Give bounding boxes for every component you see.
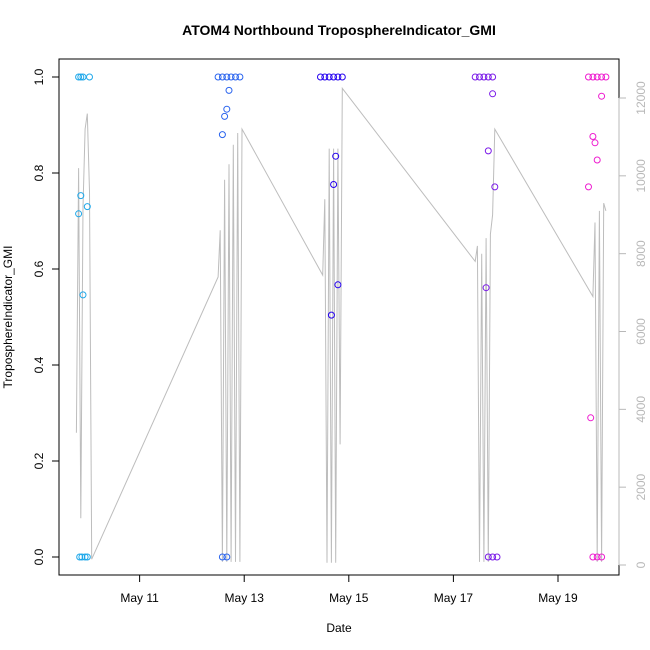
y2-tick-label: 8000 — [634, 240, 648, 267]
data-point-flight-5 — [593, 156, 601, 164]
altitude-line — [75, 86, 607, 563]
y-tick-label: 0.8 — [32, 164, 46, 181]
data-point-flight-2 — [223, 105, 231, 113]
data-point-flight-5 — [585, 183, 592, 191]
data-point-flight-1 — [81, 553, 89, 561]
y2-tick-label: 2000 — [634, 473, 648, 500]
data-point-flight-2 — [218, 131, 226, 139]
y2-tick-label: 6000 — [634, 318, 648, 345]
data-point-flight-3 — [332, 152, 340, 160]
data-point-flight-5 — [598, 92, 606, 100]
points-layer — [75, 73, 610, 561]
data-point-flight-5 — [598, 73, 606, 81]
y-tick-label: 1.0 — [32, 68, 46, 85]
x-tick-label: May 15 — [329, 591, 369, 605]
data-point-flight-1 — [83, 553, 91, 561]
data-point-flight-1 — [77, 73, 85, 81]
data-point-flight-4 — [480, 73, 488, 81]
data-point-flight-5 — [589, 133, 597, 140]
y2-tick-label: 12000 — [634, 81, 648, 115]
data-point-flight-4 — [471, 73, 479, 81]
y-axis-left: 0.0 0.2 0.4 0.6 0.8 1.0 — [32, 68, 59, 565]
y-tick-label: 0.4 — [32, 356, 46, 373]
data-point-flight-1 — [83, 203, 91, 211]
data-point-flight-5 — [587, 414, 595, 422]
data-point-flight-2 — [218, 73, 226, 81]
y-axis-label: TroposphereIndicator_GMI — [1, 246, 15, 389]
y2-tick-label: 0 — [634, 561, 648, 568]
data-point-flight-1 — [78, 553, 86, 561]
data-point-flight-3 — [325, 73, 333, 81]
data-point-flight-5 — [591, 139, 599, 147]
x-axis-bottom: May 11 May 13 May 15 May 17 May 19 — [120, 575, 578, 605]
x-tick-label: May 19 — [538, 591, 578, 605]
altitude-line-layer — [75, 86, 607, 563]
data-point-flight-3 — [321, 73, 329, 81]
data-point-flight-3 — [338, 73, 346, 81]
y-tick-label: 0.6 — [32, 260, 46, 277]
data-point-flight-2 — [236, 73, 244, 81]
data-point-flight-2 — [227, 73, 235, 81]
data-point-flight-3 — [317, 73, 324, 81]
x-tick-label: May 11 — [120, 591, 159, 605]
data-point-flight-2 — [225, 86, 233, 94]
x-tick-label: May 17 — [434, 591, 474, 605]
data-point-flight-3 — [327, 311, 335, 319]
data-point-flight-5 — [589, 553, 597, 561]
data-point-flight-2 — [223, 73, 231, 81]
data-point-flight-3 — [334, 281, 342, 289]
data-point-flight-2 — [221, 112, 229, 120]
y2-tick-label: 10000 — [634, 159, 648, 193]
data-point-flight-4 — [476, 73, 483, 81]
y-axis-right-altitude: 0 2000 4000 6000 8000 10000 12000 — [618, 81, 648, 568]
data-point-flight-3 — [334, 73, 342, 81]
data-point-flight-4 — [491, 183, 499, 191]
data-point-flight-4 — [489, 90, 497, 98]
y-tick-label: 0.0 — [32, 548, 46, 565]
data-point-flight-5 — [593, 73, 601, 81]
data-point-flight-1 — [75, 73, 83, 81]
y2-tick-label: 4000 — [634, 396, 648, 423]
data-point-flight-1 — [76, 553, 84, 561]
data-point-flight-1 — [75, 210, 83, 218]
data-point-flight-5 — [593, 553, 601, 561]
data-point-flight-5 — [585, 73, 592, 81]
data-point-flight-4 — [484, 553, 492, 561]
x-axis-label: Date — [326, 621, 352, 635]
chart-title: ATOM4 Northbound TroposphereIndicator_GM… — [182, 22, 496, 38]
data-point-flight-2 — [223, 553, 231, 561]
data-point-flight-1 — [79, 291, 87, 299]
data-point-flight-3 — [330, 181, 338, 188]
data-point-flight-1 — [86, 73, 93, 81]
data-point-flight-4 — [489, 73, 497, 81]
data-point-flight-4 — [484, 73, 492, 81]
data-point-flight-5 — [602, 73, 610, 81]
data-point-flight-2 — [214, 73, 222, 81]
data-point-flight-4 — [489, 553, 497, 561]
y-tick-label: 0.2 — [32, 452, 46, 469]
data-point-flight-4 — [493, 553, 501, 561]
x-tick-label: May 13 — [225, 591, 265, 605]
data-point-flight-2 — [218, 553, 226, 561]
data-point-flight-1 — [77, 192, 85, 200]
data-point-flight-5 — [598, 553, 606, 561]
data-point-flight-2 — [232, 73, 239, 81]
data-point-flight-4 — [484, 147, 492, 155]
data-point-flight-5 — [589, 73, 597, 81]
data-point-flight-3 — [330, 73, 338, 81]
data-point-flight-4 — [482, 284, 490, 292]
